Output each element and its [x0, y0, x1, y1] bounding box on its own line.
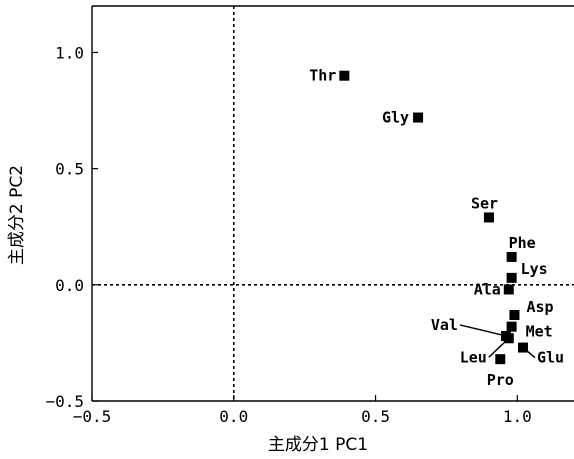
x-tick-label: 1.0	[503, 407, 532, 426]
point-label-asp: Asp	[526, 298, 553, 316]
point-marker-ala	[503, 284, 514, 295]
point-marker-thr	[339, 70, 350, 81]
point-marker-gly	[413, 112, 424, 123]
point-label-gly: Gly	[382, 109, 409, 127]
x-tick-label: 0.0	[219, 407, 248, 426]
point-label-pro: Pro	[487, 371, 514, 389]
point-marker-met	[506, 321, 517, 332]
point-label-met: Met	[526, 323, 553, 341]
point-label-lys: Lys	[521, 260, 548, 278]
axis-ticks	[91, 51, 518, 402]
point-marker-pro	[495, 354, 506, 365]
point-label-leu: Leu	[460, 348, 487, 366]
y-tick-label: 0.5	[55, 160, 84, 179]
tick-labels: −0.5 0.0 0.5 1.0 −0.5 0.0 0.5 1.0	[45, 43, 531, 426]
x-tick-label: −0.5	[73, 407, 112, 426]
leader-line-glu	[522, 346, 536, 359]
point-label-ser: Ser	[471, 194, 498, 212]
point-marker-lys	[506, 272, 517, 283]
leader-line-val	[459, 324, 507, 337]
x-axis-label: 主成分1 PC1	[268, 435, 368, 455]
point-label-ala: Ala	[474, 280, 501, 298]
point-label-glu: Glu	[537, 349, 564, 367]
point-label-thr: Thr	[309, 67, 336, 85]
y-tick-label: 1.0	[55, 43, 84, 62]
point-marker-asp	[509, 310, 520, 321]
reference-lines	[92, 6, 574, 401]
y-axis-label: 主成分2 PC2	[7, 165, 27, 265]
plot-area	[91, 5, 574, 402]
y-tick-label: −0.5	[45, 392, 84, 411]
point-marker-phe	[506, 251, 517, 262]
x-tick-label: 0.5	[361, 407, 390, 426]
leader-line-leu	[488, 337, 510, 358]
point-marker-ser	[483, 212, 494, 223]
y-tick-label: 0.0	[55, 276, 84, 295]
point-label-phe: Phe	[509, 234, 536, 252]
point-label-val: Val	[431, 316, 458, 334]
